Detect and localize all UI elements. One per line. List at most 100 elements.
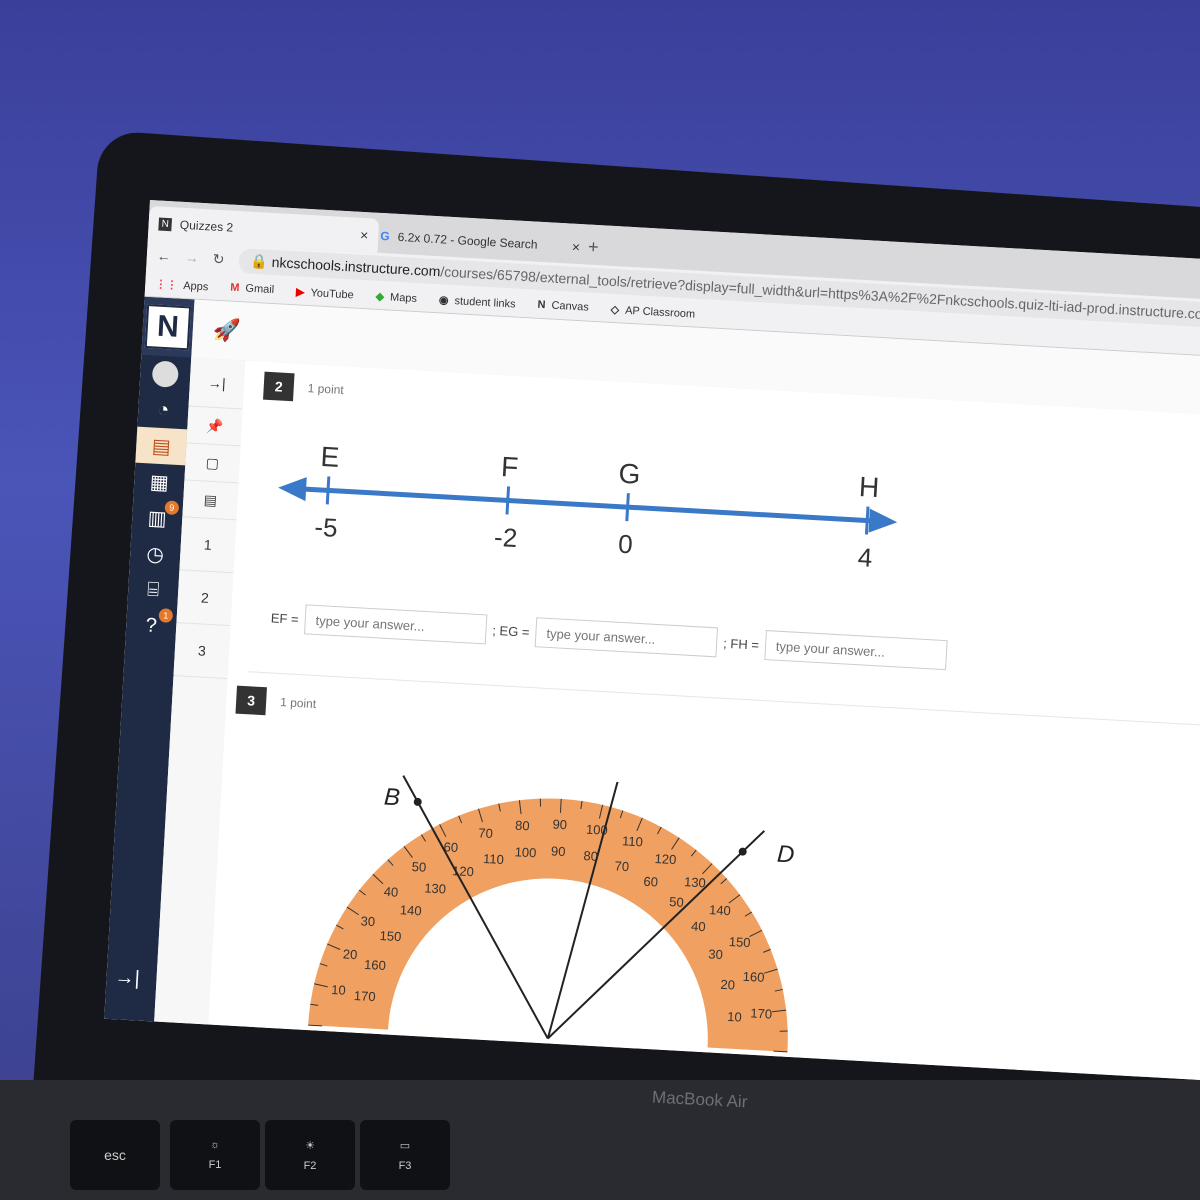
- ray-label-C: C: [638, 764, 657, 786]
- bookmark-label: AP Classroom: [624, 304, 696, 321]
- scale-tick: [559, 798, 562, 813]
- question-number: 2: [263, 371, 295, 402]
- bookmark-ap-classroom[interactable]: ◇ AP Classroom: [610, 302, 695, 320]
- tick-H: [864, 506, 870, 535]
- scale-tick: [744, 911, 753, 917]
- back-icon[interactable]: ←: [156, 247, 172, 265]
- outer-scale-label: 20: [343, 946, 358, 962]
- inner-scale-label: 100: [514, 844, 537, 860]
- scale-tick: [477, 808, 483, 823]
- outer-scale-label: 70: [478, 825, 493, 841]
- bookmark-gmail[interactable]: M Gmail: [230, 282, 275, 296]
- ef-input[interactable]: [303, 604, 488, 645]
- f1-key[interactable]: ☼ F1: [170, 1120, 260, 1190]
- outer-scale-label: 160: [742, 969, 765, 985]
- bookmark-maps[interactable]: ◆ Maps: [375, 289, 417, 304]
- f3-key[interactable]: ▭ F3: [360, 1120, 450, 1190]
- outer-scale-label: 140: [709, 902, 732, 918]
- question-points: 1 point: [307, 381, 345, 398]
- scale-tick: [308, 1024, 323, 1027]
- scale-tick: [439, 824, 447, 838]
- bookmark-apps[interactable]: ⋮⋮ Apps: [155, 277, 209, 293]
- outer-scale-label: 120: [654, 851, 677, 867]
- fh-input[interactable]: [764, 630, 948, 671]
- esc-key[interactable]: esc: [70, 1120, 160, 1190]
- inner-scale-label: 160: [364, 957, 387, 973]
- scale-tick: [458, 815, 463, 824]
- scale-tick: [690, 849, 697, 857]
- scale-tick: [763, 948, 771, 953]
- key-label: F1: [208, 1159, 222, 1171]
- ray-point-D: [738, 847, 747, 856]
- close-tab-icon[interactable]: ×: [359, 226, 369, 244]
- point-label-E: E: [320, 441, 340, 473]
- calculator-icon[interactable]: ▢: [184, 443, 241, 484]
- bookmark-student-links[interactable]: ◉ student links: [439, 293, 516, 310]
- tick-F: [505, 486, 511, 515]
- institution-logo[interactable]: N: [144, 304, 192, 351]
- pin-icon[interactable]: 📌: [186, 406, 243, 447]
- account-avatar[interactable]: [139, 355, 191, 394]
- close-tab-icon[interactable]: ×: [571, 238, 581, 256]
- scale-tick: [319, 963, 328, 967]
- eg-input[interactable]: [534, 617, 719, 658]
- history-icon[interactable]: ◷: [145, 542, 165, 566]
- dashboard-icon[interactable]: ◔: [156, 398, 170, 421]
- point-label-H: H: [858, 471, 880, 503]
- scale-tick: [327, 943, 341, 950]
- reload-icon[interactable]: ↻: [212, 250, 226, 267]
- bookmark-youtube[interactable]: ▶ YouTube: [296, 285, 354, 301]
- point-value-G: 0: [617, 529, 633, 560]
- scale-tick: [580, 800, 583, 809]
- key-label: esc: [104, 1147, 126, 1163]
- inbox-badge: 9: [164, 500, 180, 516]
- question-2-header: 2 1 point: [263, 371, 345, 404]
- question-2-answers: EF = ; EG = ; FH =: [270, 602, 948, 671]
- scale-tick: [749, 929, 763, 938]
- inbox-icon[interactable]: ▥ 9: [131, 499, 183, 538]
- help-icon[interactable]: ? 1: [125, 606, 177, 645]
- f2-key[interactable]: ☀ F2: [265, 1120, 355, 1190]
- right-arrow: [868, 508, 898, 533]
- notes-icon[interactable]: ▤: [182, 480, 239, 521]
- question-link-3[interactable]: 3: [173, 623, 231, 680]
- protractor-figure: 10 17020160301504014050130601207011080100…: [308, 764, 795, 1053]
- number-line: E -5 F -2 G 0 H 4: [278, 441, 898, 573]
- expand-icon[interactable]: →|: [188, 357, 246, 410]
- collapse-nav-icon[interactable]: →|: [113, 966, 141, 990]
- scale-tick: [636, 817, 643, 831]
- scale-tick: [498, 803, 501, 812]
- inner-scale-label: 150: [379, 928, 402, 944]
- gmail-icon: M: [229, 281, 240, 295]
- bookmark-canvas[interactable]: N Canvas: [537, 299, 589, 314]
- calendar-icon[interactable]: ▦: [149, 470, 170, 494]
- scale-tick: [657, 826, 662, 835]
- studio-icon[interactable]: ⌸: [146, 577, 160, 601]
- outer-scale-label: 110: [622, 833, 644, 849]
- new-tab-icon[interactable]: +: [587, 236, 600, 258]
- tick-G: [625, 493, 630, 522]
- rocket-icon[interactable]: 🚀: [212, 316, 241, 344]
- scale-tick: [598, 804, 604, 819]
- outer-scale-label: 60: [443, 839, 458, 855]
- question-link-2[interactable]: 2: [176, 570, 234, 627]
- scale-tick: [671, 837, 680, 850]
- forward-icon[interactable]: →: [184, 249, 200, 266]
- scale-tick: [773, 1050, 788, 1053]
- url-host: nkcschools.instructure.com: [271, 253, 441, 279]
- ef-label: EF =: [270, 609, 300, 627]
- scale-tick: [336, 924, 344, 930]
- outer-scale-label: 170: [750, 1005, 773, 1021]
- maps-icon: ◆: [375, 290, 385, 303]
- globe-icon: ◉: [438, 293, 449, 307]
- ray-point-C: [614, 773, 623, 782]
- canvas-logo-icon: N: [537, 298, 546, 312]
- courses-icon[interactable]: ▤: [135, 426, 188, 466]
- question-link-1[interactable]: 1: [179, 517, 237, 574]
- key-label: F3: [398, 1159, 412, 1172]
- ap-icon: ◇: [610, 303, 620, 316]
- apps-icon: ⋮⋮: [154, 277, 178, 292]
- outer-scale-label: 150: [728, 934, 751, 950]
- scale-tick: [764, 968, 778, 974]
